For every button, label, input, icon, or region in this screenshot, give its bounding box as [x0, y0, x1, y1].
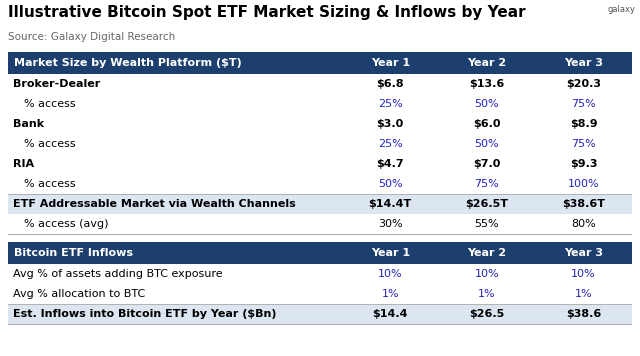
- Text: 75%: 75%: [474, 179, 499, 189]
- Text: Avg % of assets adding BTC exposure: Avg % of assets adding BTC exposure: [13, 269, 223, 279]
- Text: $26.5: $26.5: [469, 309, 504, 319]
- Text: Market Size by Wealth Platform ($T): Market Size by Wealth Platform ($T): [14, 58, 242, 68]
- Text: 1%: 1%: [478, 289, 496, 299]
- Text: $8.9: $8.9: [570, 119, 598, 129]
- Text: 75%: 75%: [572, 99, 596, 109]
- Text: Illustrative Bitcoin Spot ETF Market Sizing & Inflows by Year: Illustrative Bitcoin Spot ETF Market Siz…: [8, 5, 525, 20]
- Text: Year 2: Year 2: [467, 248, 506, 258]
- Text: 100%: 100%: [568, 179, 600, 189]
- Text: 75%: 75%: [572, 139, 596, 149]
- Text: galaxy: galaxy: [607, 5, 635, 14]
- Text: 30%: 30%: [378, 219, 403, 229]
- Text: 50%: 50%: [378, 179, 403, 189]
- Text: $38.6T: $38.6T: [562, 199, 605, 209]
- Text: Year 3: Year 3: [564, 58, 603, 68]
- Text: $20.3: $20.3: [566, 79, 601, 89]
- Text: 25%: 25%: [378, 139, 403, 149]
- Text: $3.0: $3.0: [376, 119, 404, 129]
- Text: Year 2: Year 2: [467, 58, 506, 68]
- Text: 25%: 25%: [378, 99, 403, 109]
- Text: $6.8: $6.8: [376, 79, 404, 89]
- Text: $9.3: $9.3: [570, 159, 597, 169]
- Text: 10%: 10%: [475, 269, 499, 279]
- Text: 1%: 1%: [575, 289, 593, 299]
- Text: % access: % access: [24, 179, 76, 189]
- Text: $6.0: $6.0: [473, 119, 500, 129]
- Text: $14.4T: $14.4T: [369, 199, 412, 209]
- Text: 55%: 55%: [475, 219, 499, 229]
- Text: 50%: 50%: [475, 139, 499, 149]
- Text: Avg % allocation to BTC: Avg % allocation to BTC: [13, 289, 145, 299]
- Text: 50%: 50%: [475, 99, 499, 109]
- Text: Year 1: Year 1: [371, 58, 410, 68]
- Text: $7.0: $7.0: [473, 159, 500, 169]
- Text: $13.6: $13.6: [469, 79, 504, 89]
- Text: ETF Addressable Market via Wealth Channels: ETF Addressable Market via Wealth Channe…: [13, 199, 296, 209]
- Text: % access: % access: [24, 139, 76, 149]
- Text: % access (avg): % access (avg): [24, 219, 108, 229]
- Text: Bitcoin ETF Inflows: Bitcoin ETF Inflows: [14, 248, 133, 258]
- Text: $26.5T: $26.5T: [465, 199, 508, 209]
- Text: $4.7: $4.7: [376, 159, 404, 169]
- Text: % access: % access: [24, 99, 76, 109]
- Text: Broker-Dealer: Broker-Dealer: [13, 79, 100, 89]
- Text: 80%: 80%: [572, 219, 596, 229]
- Text: Est. Inflows into Bitcoin ETF by Year ($Bn): Est. Inflows into Bitcoin ETF by Year ($…: [13, 309, 276, 319]
- Text: 1%: 1%: [381, 289, 399, 299]
- Text: Year 1: Year 1: [371, 248, 410, 258]
- Text: $14.4: $14.4: [372, 309, 408, 319]
- Text: $38.6: $38.6: [566, 309, 601, 319]
- Text: Bank: Bank: [13, 119, 44, 129]
- Text: RIA: RIA: [13, 159, 34, 169]
- Text: Source: Galaxy Digital Research: Source: Galaxy Digital Research: [8, 32, 175, 42]
- Text: 10%: 10%: [572, 269, 596, 279]
- Text: 10%: 10%: [378, 269, 403, 279]
- Text: Year 3: Year 3: [564, 248, 603, 258]
